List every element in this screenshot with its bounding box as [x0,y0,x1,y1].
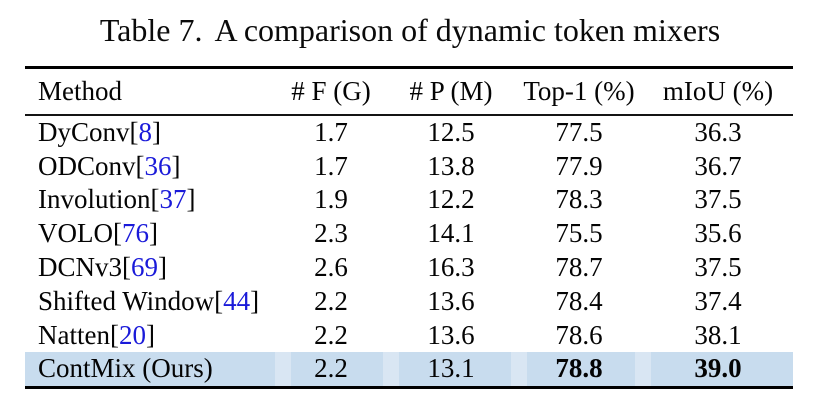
table-caption-text: A comparison of dynamic token mixers [214,12,721,48]
table-top-rule [25,66,793,69]
flops-value: 1.7 [314,150,348,181]
cite-open-bracket: [ [113,218,122,249]
top1-value: 78.6 [555,319,603,350]
flops-value: 2.2 [314,285,348,316]
table-row: Involution[37] 1.9 12.2 78.3 37.5 [25,183,793,217]
cite-close-bracket: ] [171,150,181,181]
miou-value: 35.6 [694,218,742,249]
cite-open-bracket: [ [135,150,145,181]
table-caption: Table 7. A comparison of dynamic token mi… [0,8,820,52]
table-row: Shifted Window[44] 2.2 13.6 78.4 37.4 [25,284,793,318]
params-value: 14.1 [427,218,475,249]
method-name: Involution [38,184,151,215]
miou-value: 36.7 [694,150,742,181]
miou-value: 37.5 [694,184,742,215]
citation-link[interactable]: 44 [223,285,251,316]
flops-value: 2.6 [314,252,348,283]
miou-value: 37.4 [694,285,742,316]
table-header-rule [25,114,793,116]
cite-open-bracket: [ [214,285,224,316]
method-name: ODConv [38,150,136,181]
params-value: 13.6 [427,319,475,350]
citation-link[interactable]: 76 [122,218,149,249]
method-cell: Shifted Window[44] [25,286,275,317]
top1-value: 77.9 [555,150,603,181]
flops-value: 2.3 [314,218,348,249]
params-value: 13.1 [427,353,475,384]
cite-close-bracket: ] [149,218,158,249]
cite-close-bracket: ] [186,184,196,215]
highlight-column-gap [275,352,291,386]
cite-close-bracket: ] [152,116,162,147]
miou-value-best: 39.0 [694,353,742,384]
method-name: DCNv3 [38,252,123,283]
method-cell: Involution[37] [25,184,275,215]
cite-close-bracket: ] [145,319,155,350]
flops-value: 2.2 [314,319,348,350]
top1-value: 78.4 [555,285,603,316]
top1-value-best: 78.8 [555,353,603,384]
miou-value: 37.5 [694,252,742,283]
method-name: DyConv [38,116,130,147]
highlight-column-gap [511,352,527,386]
method-name: Natten [38,319,110,350]
table-row: DyConv[8] 1.7 12.5 77.5 36.3 [25,116,793,150]
method-cell: ODConv[36] [25,151,275,182]
table-caption-label: Table 7. [99,12,203,48]
citation-link[interactable]: 37 [159,184,187,215]
cite-close-bracket: ] [158,252,168,283]
params-value: 16.3 [427,252,475,283]
flops-value: 2.2 [314,353,348,384]
cite-open-bracket: [ [129,116,139,147]
method-cell: ContMix (Ours) [25,353,275,384]
table-row: Natten[20] 2.2 13.6 78.6 38.1 [25,318,793,352]
method-cell: DyConv[8] [25,117,275,148]
cite-open-bracket: [ [150,184,160,215]
table-row: DCNv3[69] 2.6 16.3 78.7 37.5 [25,251,793,285]
citation-link[interactable]: 69 [131,252,159,283]
table-row-highlighted: ContMix (Ours) 2.2 13.1 78.8 39.0 [25,352,793,386]
table-row: VOLO[76] 2.3 14.1 75.5 35.6 [25,217,793,251]
citation-link[interactable]: 8 [138,116,153,147]
flops-value: 1.9 [314,184,348,215]
highlight-column-gap [383,352,399,386]
method-name: Shifted Window [38,285,215,316]
top1-value: 77.5 [555,116,603,147]
top1-value: 78.7 [555,252,603,283]
method-cell: VOLO[76] [25,218,275,249]
miou-value: 38.1 [694,319,742,350]
cite-close-bracket: ] [250,285,260,316]
method-cell: DCNv3[69] [25,252,275,283]
method-cell: Natten[20] [25,320,275,351]
citation-link[interactable]: 20 [118,319,146,350]
method-name: ContMix (Ours) [38,353,213,384]
top1-value: 78.3 [555,184,603,215]
cite-open-bracket: [ [109,319,119,350]
params-value: 13.8 [427,150,475,181]
table-row: ODConv[36] 1.7 13.8 77.9 36.7 [25,149,793,183]
params-value: 12.5 [427,116,475,147]
column-header-flops: # F (G) [291,76,371,106]
params-value: 13.6 [427,285,475,316]
column-header-top1: Top-1 (%) [523,76,635,106]
results-table: Method # F (G) # P (M) Top-1 (%) mIoU (%… [25,66,793,390]
highlight-column-gap [635,352,651,386]
top1-value: 75.5 [555,218,603,249]
method-name: VOLO [38,218,113,249]
column-header-miou: mIoU (%) [662,76,774,106]
params-value: 12.2 [427,184,475,215]
cite-open-bracket: [ [122,252,132,283]
table-header-row: Method # F (G) # P (M) Top-1 (%) mIoU (%… [25,69,793,114]
citation-link[interactable]: 36 [144,150,172,181]
table-bottom-rule [25,385,793,390]
miou-value: 36.3 [694,116,742,147]
column-header-method: Method [38,76,122,106]
column-header-params: # P (M) [409,76,493,106]
flops-value: 1.7 [314,116,348,147]
